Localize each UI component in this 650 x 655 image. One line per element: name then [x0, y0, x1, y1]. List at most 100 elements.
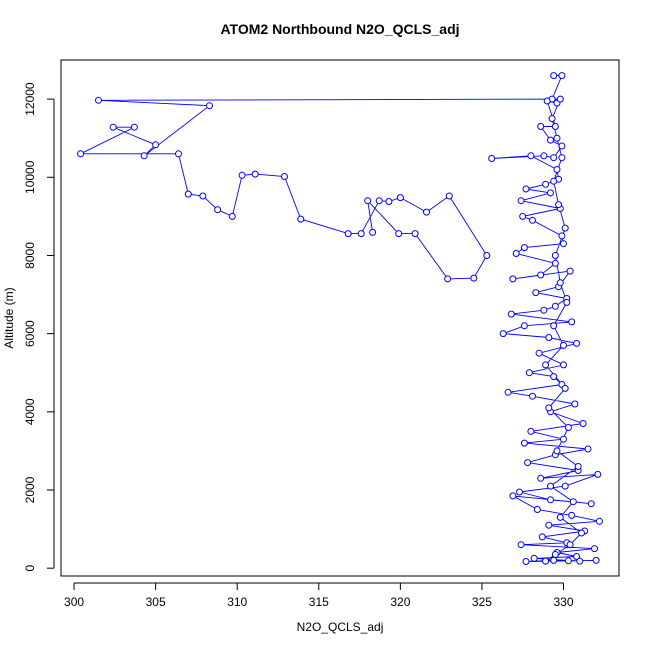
data-point — [529, 216, 536, 224]
data-point — [548, 115, 556, 123]
data-point — [558, 154, 566, 162]
y-axis-label: Altitude (m) — [2, 287, 16, 348]
data-point — [591, 545, 598, 553]
data-point — [540, 152, 548, 160]
data-point — [576, 557, 584, 565]
data-point — [533, 506, 541, 513]
series-layer — [77, 72, 603, 565]
data-point — [545, 521, 553, 529]
data-point — [550, 322, 558, 330]
data-point — [444, 275, 452, 283]
data-point — [516, 488, 523, 496]
y-tick-label: 0 — [23, 565, 37, 572]
data-point — [556, 95, 564, 103]
data-point — [550, 177, 558, 185]
x-tick-label: 315 — [309, 595, 329, 609]
data-point — [555, 201, 563, 209]
data-point — [558, 232, 566, 240]
y-tick-label: 10000 — [23, 160, 37, 194]
y-tick-label: 4000 — [23, 398, 37, 425]
data-point — [228, 212, 236, 220]
data-point — [538, 533, 546, 541]
data-point — [569, 498, 577, 506]
data-point — [184, 190, 192, 198]
data-point — [530, 554, 538, 562]
data-point — [550, 154, 558, 162]
data-point — [573, 553, 581, 560]
data-point — [95, 96, 102, 104]
data-point — [375, 197, 383, 205]
data-point — [579, 420, 587, 427]
data-point — [564, 424, 572, 431]
data-point — [532, 289, 540, 297]
y-tick-label: 2000 — [23, 476, 37, 503]
x-tick-label: 330 — [554, 595, 574, 609]
data-point — [561, 384, 569, 392]
data-point — [369, 228, 377, 236]
y-tick-label: 12000 — [23, 82, 37, 116]
data-point — [547, 496, 554, 504]
data-point — [551, 252, 559, 259]
data-point — [509, 275, 517, 283]
data-point — [344, 230, 352, 238]
data-point — [364, 197, 372, 205]
data-point — [571, 400, 579, 408]
data-point — [543, 97, 551, 105]
data-point — [520, 322, 528, 330]
data-point — [175, 150, 182, 158]
data-point — [519, 212, 527, 220]
x-tick-label: 320 — [390, 595, 410, 609]
x-axis-label: N2O_QCLS_adj — [297, 620, 384, 634]
data-point — [551, 123, 559, 130]
data-point — [573, 339, 581, 347]
data-point — [561, 224, 569, 232]
data-point — [578, 529, 585, 537]
data-point — [527, 427, 535, 435]
data-point — [411, 230, 419, 238]
data-point — [395, 230, 403, 238]
data-point — [592, 556, 600, 564]
data-point — [396, 194, 404, 202]
data-point — [540, 306, 548, 314]
data-point — [529, 392, 536, 400]
data-point — [522, 185, 530, 193]
data-point — [545, 404, 553, 412]
data-point — [199, 192, 207, 200]
data-point — [483, 252, 491, 259]
data-point — [423, 208, 430, 216]
data-point — [527, 152, 535, 160]
data-point — [551, 551, 559, 558]
data-point — [488, 155, 496, 162]
x-tick-label: 305 — [146, 595, 166, 609]
data-point — [470, 274, 478, 282]
data-point — [525, 369, 533, 377]
data-point — [556, 279, 564, 287]
data-point — [566, 267, 574, 275]
data-point — [553, 166, 561, 173]
data-point — [560, 435, 567, 443]
data-point — [445, 192, 453, 200]
data-point — [297, 215, 305, 223]
data-point — [542, 557, 550, 565]
data-point — [584, 445, 592, 453]
x-tick-label: 300 — [64, 595, 84, 609]
data-point — [520, 439, 528, 447]
data-point — [524, 459, 532, 467]
data-point — [499, 330, 507, 338]
data-point — [140, 152, 148, 160]
data-point — [587, 500, 595, 508]
data-point — [550, 373, 558, 381]
y-axis: 0 2000 4000 6000 8000 10000 12000 — [23, 82, 55, 572]
data-point — [152, 141, 160, 149]
data-point — [556, 513, 564, 521]
data-point — [385, 198, 393, 205]
data-point — [109, 123, 117, 131]
data-point — [281, 173, 288, 180]
data-point — [214, 206, 222, 214]
x-tick-label: 310 — [227, 595, 247, 609]
data-point — [560, 361, 567, 369]
data-point — [517, 541, 525, 549]
data-point — [535, 349, 543, 357]
